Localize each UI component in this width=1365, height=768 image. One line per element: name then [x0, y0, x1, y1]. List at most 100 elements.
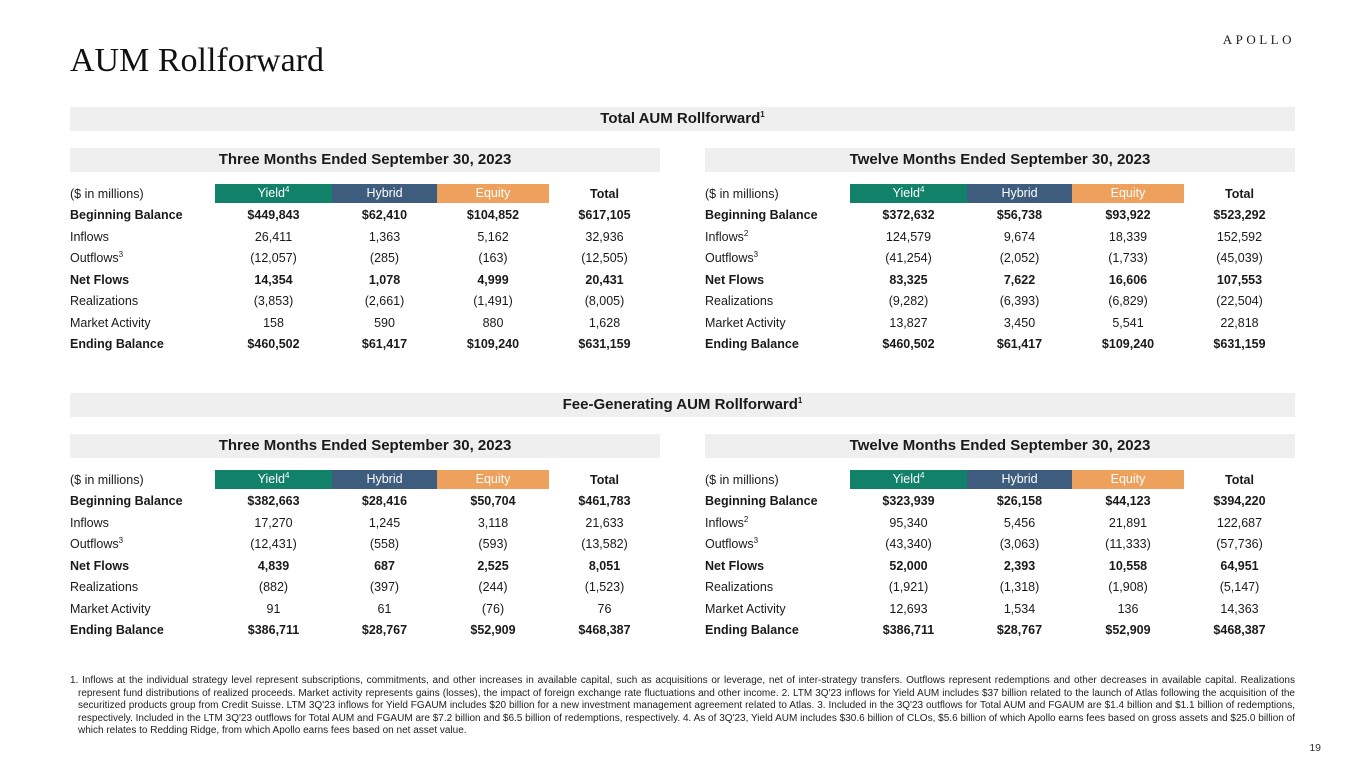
cell-value: 21,891 — [1108, 515, 1148, 530]
cell-value: $372,632 — [882, 208, 935, 223]
col-header-equity: Equity — [437, 470, 549, 490]
cell-value: $28,416 — [361, 494, 408, 509]
cell-value: 2,525 — [477, 558, 509, 573]
col-header-hybrid: Hybrid — [332, 470, 437, 490]
col-header-equity: Equity — [1072, 184, 1184, 204]
cell-value: $323,939 — [882, 494, 935, 509]
units-label: ($ in millions) — [705, 186, 779, 201]
cell-value: (3,853) — [253, 294, 294, 309]
table-row: Inflows 17,270 1,245 3,118 21,633 — [70, 512, 660, 534]
cell-value: 4,839 — [257, 558, 290, 573]
cell-value: 3,450 — [1003, 315, 1036, 330]
cell-value: 158 — [263, 315, 284, 330]
cell-value: $28,767 — [996, 623, 1043, 638]
table-row: Market Activity 12,693 1,534 136 14,363 — [705, 598, 1295, 620]
cell-value: (22,504) — [1216, 294, 1263, 309]
table-row: Market Activity 13,827 3,450 5,541 22,818 — [705, 312, 1295, 334]
table-row: Beginning Balance $372,632 $56,738 $93,922 $… — [705, 205, 1295, 227]
cell-value: 10,558 — [1108, 558, 1148, 573]
period-title: Twelve Months Ended September 30, 2023 — [705, 434, 1295, 458]
section-total-aum: Total AUM Rollforward1 Three Months Ende… — [70, 107, 1295, 355]
cell-value: (593) — [478, 537, 508, 552]
col-header-hybrid: Hybrid — [967, 184, 1072, 204]
units-label: ($ in millions) — [705, 472, 779, 487]
cell-value: 5,456 — [1003, 515, 1036, 530]
table-row: Beginning Balance $449,843 $62,410 $104,852… — [70, 205, 660, 227]
cell-value: $44,123 — [1105, 494, 1151, 509]
row-label: Beginning Balance — [705, 208, 818, 223]
footnote-marker: 4 — [284, 185, 290, 195]
cell-value: (5,147) — [1219, 580, 1260, 595]
table-row: Realizations (9,282) (6,393) (6,829) (22,504… — [705, 291, 1295, 313]
cell-value: $449,843 — [247, 208, 300, 223]
table-row: Ending Balance $460,502 $61,417 $109,240 $63… — [705, 334, 1295, 356]
cell-value: (6,829) — [1108, 294, 1148, 309]
cell-value: 5,541 — [1112, 315, 1144, 330]
cell-value: 1,245 — [368, 515, 401, 530]
aum-table: ($ in millions) Yield4 Hybrid Equity Tot… — [705, 469, 1295, 641]
cell-value: 22,818 — [1220, 315, 1259, 330]
table-row: Inflows2 95,340 5,456 21,891 122,687 — [705, 512, 1295, 534]
table-row: Ending Balance $386,711 $28,767 $52,909 $468… — [705, 620, 1295, 642]
cell-value: 12,693 — [889, 601, 928, 616]
row-label: Realizations — [705, 580, 774, 595]
footnotes: 1. Inflows at the individual strategy le… — [70, 675, 1295, 737]
row-label: Outflows3 — [705, 250, 759, 266]
cell-value: 91 — [266, 601, 281, 616]
cell-value: 26,411 — [254, 229, 293, 244]
cell-value: $52,909 — [1105, 623, 1151, 638]
cell-value: 1,628 — [588, 315, 621, 330]
aum-table: ($ in millions) Yield4 Hybrid Equity Tot… — [70, 469, 660, 641]
cell-value: 1,534 — [1003, 601, 1036, 616]
cell-value: (76) — [481, 601, 505, 616]
row-label: Outflows3 — [70, 250, 124, 266]
aum-table: ($ in millions) Yield4 Hybrid Equity Tot… — [70, 183, 660, 355]
table-row: Beginning Balance $323,939 $26,158 $44,123 $… — [705, 491, 1295, 513]
table-row: Market Activity 158 590 880 1,628 — [70, 312, 660, 334]
cell-value: $93,922 — [1105, 208, 1151, 223]
cell-value: $382,663 — [247, 494, 300, 509]
col-header-total: Total — [590, 472, 619, 487]
cell-value: (1,523) — [584, 580, 625, 595]
table-row: Inflows2 124,579 9,674 18,339 152,592 — [705, 226, 1295, 248]
table-header-row: ($ in millions) Yield4 Hybrid Equity Tot… — [70, 183, 660, 205]
section-title-footnote-marker: 1 — [760, 110, 765, 119]
cell-value: $461,783 — [578, 494, 631, 509]
period-title: Three Months Ended September 30, 2023 — [70, 148, 660, 172]
row-label: Inflows2 — [705, 228, 749, 244]
section-title-footnote-marker: 1 — [797, 396, 803, 405]
footnote-marker: 4 — [919, 185, 925, 195]
row-label: Market Activity — [705, 601, 786, 616]
cell-value: (41,254) — [885, 251, 932, 266]
row-label: Net Flows — [705, 272, 765, 287]
cell-value: (397) — [369, 580, 400, 595]
cell-value: $61,417 — [361, 337, 408, 352]
col-header-hybrid: Hybrid — [332, 184, 437, 204]
cell-value: 20,431 — [585, 272, 624, 287]
row-label: Net Flows — [70, 558, 130, 573]
cell-value: $386,711 — [882, 623, 935, 638]
cell-value: 83,325 — [889, 272, 928, 287]
cell-value: (57,736) — [1216, 537, 1263, 552]
row-label: Realizations — [70, 294, 139, 309]
cell-value: 4,999 — [477, 272, 509, 287]
cell-value: (1,318) — [999, 580, 1040, 595]
row-label: Beginning Balance — [70, 208, 183, 223]
row-label: Inflows2 — [705, 514, 749, 530]
page-title: AUM Rollforward — [70, 42, 325, 79]
cell-value: (285) — [369, 251, 400, 266]
table-row: Ending Balance $460,502 $61,417 $109,240 $63… — [70, 334, 660, 356]
twelve-months-column: Twelve Months Ended September 30, 2023 (… — [705, 131, 1295, 355]
table-row: Inflows 26,411 1,363 5,162 32,936 — [70, 226, 660, 248]
footnote-marker: 2 — [743, 228, 749, 238]
cell-value: 17,270 — [254, 515, 293, 530]
cell-value: (12,505) — [581, 251, 628, 266]
cell-value: (43,340) — [885, 537, 932, 552]
cell-value: 880 — [482, 315, 504, 330]
col-header-equity: Equity — [1072, 470, 1184, 490]
section-title: Total AUM Rollforward — [600, 110, 761, 127]
col-header-equity: Equity — [437, 184, 549, 204]
cell-value: 122,687 — [1216, 515, 1263, 530]
row-label: Beginning Balance — [705, 494, 818, 509]
